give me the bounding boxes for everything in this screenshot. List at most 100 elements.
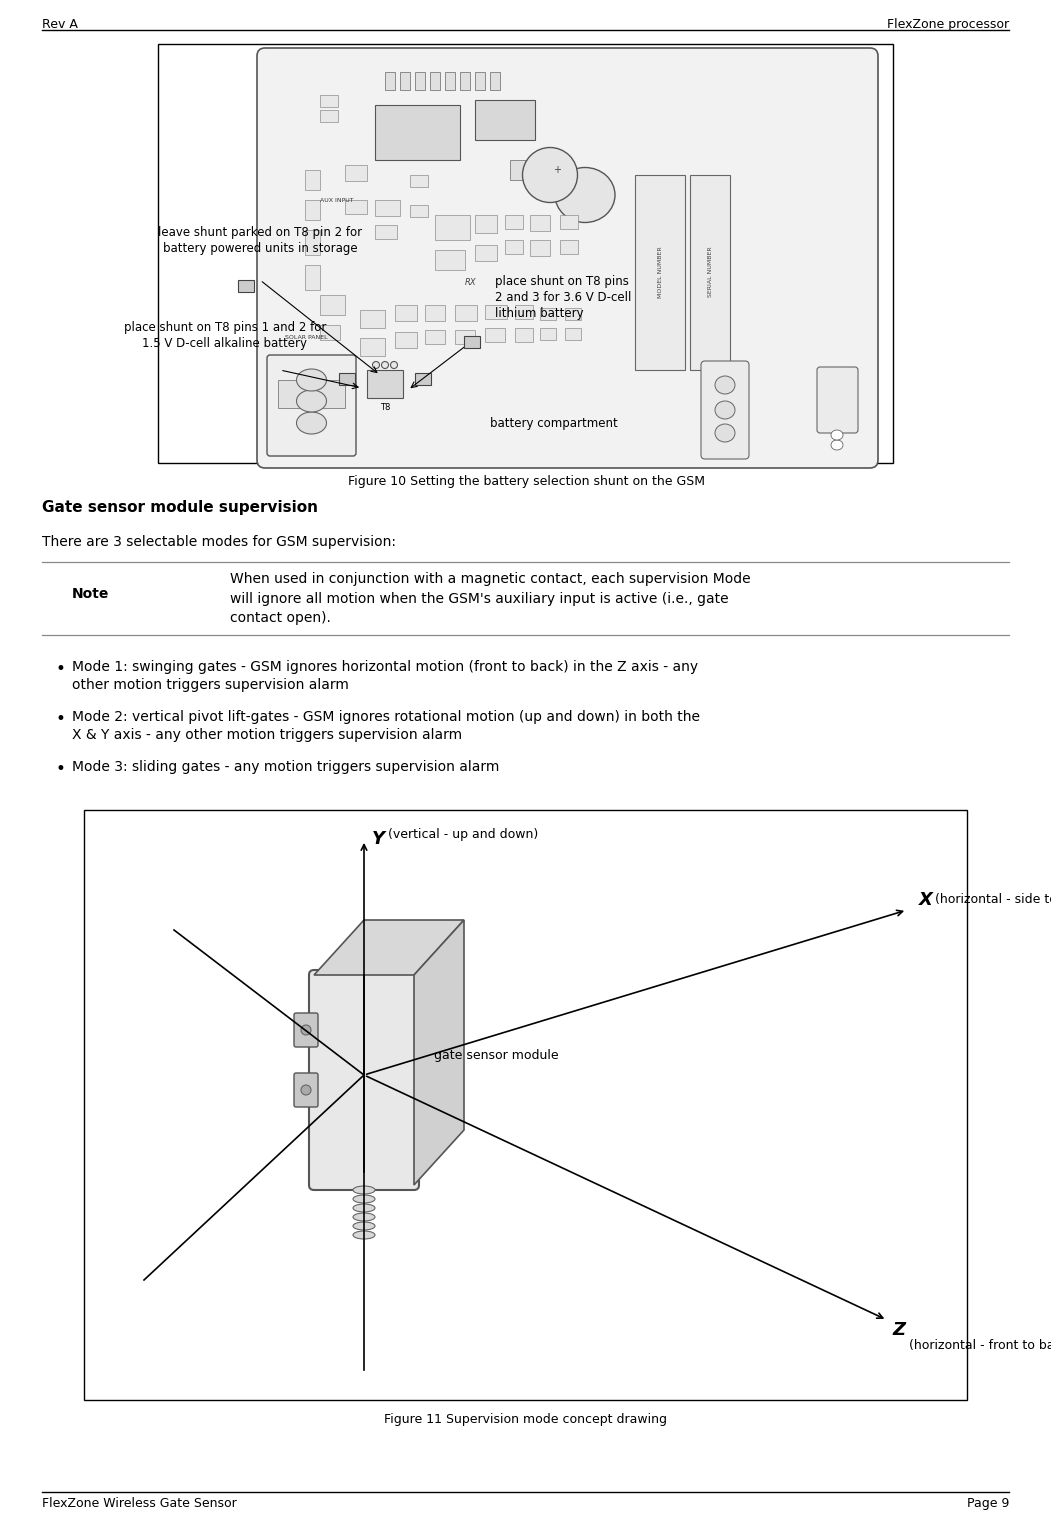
Bar	[560, 240, 578, 254]
Bar	[84, 810, 967, 1400]
Text: place shunt on T8 pins
2 and 3 for 3.6 V D-cell
lithium battery: place shunt on T8 pins 2 and 3 for 3.6 V…	[495, 275, 632, 320]
Ellipse shape	[301, 1085, 311, 1094]
Ellipse shape	[353, 1204, 375, 1212]
Bar	[395, 332, 417, 349]
Bar	[435, 215, 470, 240]
Bar	[460, 72, 470, 90]
Bar	[540, 329, 556, 339]
Text: SERIAL NUMBER: SERIAL NUMBER	[707, 247, 713, 297]
Text: FlexZone processor: FlexZone processor	[887, 18, 1009, 30]
Bar	[691, 175, 730, 370]
Bar	[530, 215, 550, 231]
Bar	[455, 304, 477, 321]
FancyBboxPatch shape	[701, 361, 749, 460]
Bar	[485, 304, 507, 320]
Bar	[305, 265, 320, 291]
Bar	[305, 230, 320, 256]
Ellipse shape	[391, 362, 397, 368]
Text: X: X	[919, 890, 933, 909]
Bar	[400, 72, 410, 90]
Bar	[515, 304, 533, 320]
Text: •: •	[55, 759, 65, 778]
Text: Gate sensor module supervision: Gate sensor module supervision	[42, 501, 318, 514]
Bar	[320, 110, 338, 122]
Ellipse shape	[353, 1195, 375, 1202]
Text: Rev A: Rev A	[42, 18, 78, 30]
Ellipse shape	[353, 1186, 375, 1193]
Ellipse shape	[301, 1024, 311, 1035]
Ellipse shape	[522, 148, 577, 202]
Text: Mode 3: sliding gates - any motion triggers supervision alarm: Mode 3: sliding gates - any motion trigg…	[73, 759, 499, 775]
Bar	[475, 100, 535, 140]
Ellipse shape	[372, 362, 379, 368]
Text: gate sensor module: gate sensor module	[434, 1049, 559, 1061]
FancyBboxPatch shape	[309, 970, 419, 1190]
Bar	[375, 105, 460, 160]
FancyBboxPatch shape	[257, 49, 878, 467]
Ellipse shape	[831, 440, 843, 451]
Bar	[475, 245, 497, 260]
Text: Note: Note	[71, 587, 108, 601]
Text: •: •	[55, 661, 65, 677]
Text: (horizontal - side to side): (horizontal - side to side)	[935, 893, 1051, 907]
Bar	[425, 304, 445, 321]
Bar	[415, 72, 425, 90]
Bar	[463, 336, 480, 349]
FancyBboxPatch shape	[294, 1073, 318, 1106]
Bar	[375, 199, 400, 216]
Bar	[490, 72, 500, 90]
Bar	[565, 307, 581, 320]
Bar	[375, 225, 397, 239]
Bar	[385, 72, 395, 90]
Ellipse shape	[382, 362, 389, 368]
Bar	[410, 205, 428, 218]
FancyBboxPatch shape	[267, 355, 356, 457]
Ellipse shape	[296, 368, 327, 391]
Bar	[540, 307, 556, 320]
Bar	[345, 199, 367, 215]
Text: AUX INPUT: AUX INPUT	[320, 198, 353, 202]
Bar	[425, 330, 445, 344]
Bar	[395, 304, 417, 321]
Bar	[560, 215, 578, 228]
Bar	[279, 380, 345, 408]
Bar	[504, 240, 523, 254]
Text: RX: RX	[465, 279, 476, 288]
FancyBboxPatch shape	[294, 1014, 318, 1047]
Text: (vertical - up and down): (vertical - up and down)	[388, 828, 538, 842]
Bar	[360, 310, 385, 329]
Ellipse shape	[715, 376, 735, 394]
Text: •: •	[55, 709, 65, 728]
Bar	[305, 199, 320, 221]
Bar	[530, 240, 550, 256]
Ellipse shape	[296, 390, 327, 412]
Bar	[158, 44, 893, 463]
Ellipse shape	[715, 425, 735, 441]
Bar	[445, 72, 455, 90]
Text: There are 3 selectable modes for GSM supervision:: There are 3 selectable modes for GSM sup…	[42, 536, 396, 549]
Ellipse shape	[715, 400, 735, 419]
Ellipse shape	[353, 1231, 375, 1239]
Bar	[320, 295, 345, 315]
Bar	[320, 326, 341, 339]
Text: +: +	[553, 164, 561, 175]
Bar	[485, 329, 504, 342]
Text: place shunt on T8 pins 1 and 2 for
1.5 V D-cell alkaline battery: place shunt on T8 pins 1 and 2 for 1.5 V…	[124, 321, 326, 350]
Text: Mode 2: vertical pivot lift-gates - GSM ignores rotational motion (up and down) : Mode 2: vertical pivot lift-gates - GSM …	[73, 709, 700, 743]
Text: leave shunt parked on T8 pin 2 for
battery powered units in storage: leave shunt parked on T8 pin 2 for batte…	[158, 225, 362, 256]
Text: Z: Z	[892, 1321, 905, 1339]
Text: SOLAR PANEL: SOLAR PANEL	[285, 335, 328, 339]
Bar	[635, 175, 685, 370]
Text: T8: T8	[379, 403, 390, 412]
Bar	[305, 170, 320, 190]
Bar	[367, 370, 403, 397]
Bar	[515, 329, 533, 342]
Text: Page 9: Page 9	[967, 1498, 1009, 1510]
FancyBboxPatch shape	[817, 367, 858, 432]
Bar	[430, 72, 440, 90]
Text: battery compartment: battery compartment	[490, 417, 618, 431]
Bar	[455, 330, 475, 344]
Bar	[510, 160, 530, 180]
Bar	[360, 338, 385, 356]
Bar	[339, 373, 355, 385]
